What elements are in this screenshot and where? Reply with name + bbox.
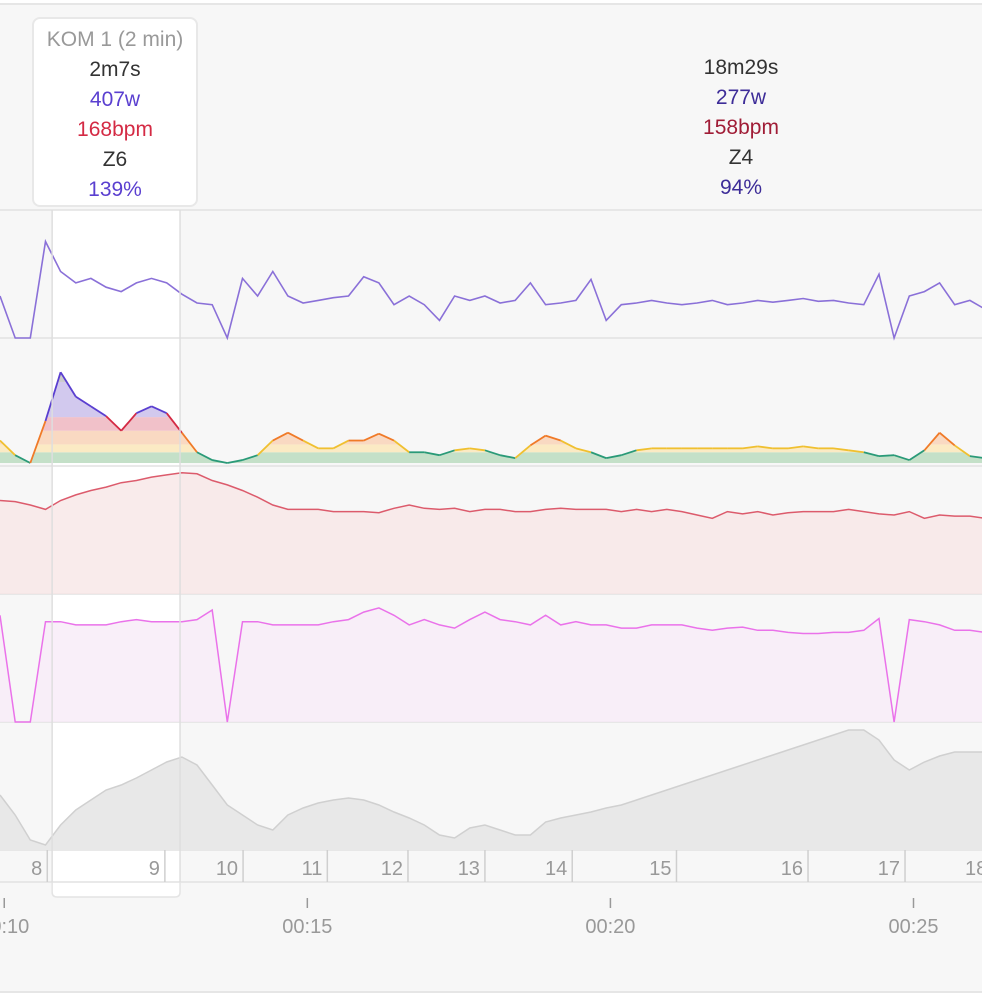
summary-zone: Z4	[728, 146, 754, 169]
zone-line-segment	[893, 454, 910, 461]
power-line	[0, 238, 982, 341]
selection-stats-box: KOM 1 (2 min) 2m7s 407w 168bpm Z6 139%	[32, 17, 198, 207]
distance-tick-label: 13	[458, 858, 480, 880]
distance-tick-label: 10	[216, 858, 238, 880]
zone-line-segment	[863, 451, 880, 458]
zone-line-segment	[181, 432, 198, 453]
distance-tick-label: 11	[302, 858, 323, 880]
selection-title: KOM 1 (2 min)	[46, 28, 184, 51]
zone-line-segment	[923, 432, 941, 451]
time-tick-label: 00:10	[0, 916, 29, 938]
distance-tick-label: 18	[965, 858, 982, 880]
zone-line-segment	[424, 451, 440, 457]
distance-tick-label: 12	[381, 858, 403, 880]
summary-ftp-percent: 94%	[719, 176, 763, 199]
zone-line-segment	[378, 432, 395, 442]
zone-line-segment	[90, 405, 107, 417]
selection-duration: 2m7s	[89, 58, 141, 81]
selection-heartrate: 168bpm	[77, 118, 153, 141]
zone-line-segment	[75, 395, 92, 408]
zone-line-segment	[136, 405, 152, 415]
zone-line-segment	[227, 459, 243, 464]
zone-line-segment	[363, 432, 380, 442]
zone-band-z1	[0, 452, 982, 463]
selection-zone: Z6	[102, 148, 128, 171]
summary-duration: 18m29s	[703, 56, 779, 79]
zone-line-segment	[878, 454, 895, 458]
zone-line-segment	[636, 447, 652, 452]
zone-line-segment	[560, 439, 577, 450]
altitude-line	[0, 729, 982, 846]
zone-line-segment	[954, 444, 971, 457]
selection-power: 407w	[89, 88, 141, 111]
summary-power: 277w	[715, 86, 767, 109]
zone-line-segment	[529, 434, 547, 447]
zone-line-segment	[302, 439, 319, 450]
zone-line-segment	[272, 431, 289, 442]
zone-line-segment	[908, 449, 925, 461]
zone-line-segment	[256, 439, 274, 456]
zone-line-segment	[606, 454, 622, 460]
heartrate-area	[0, 472, 982, 594]
heartrate-line	[0, 471, 982, 520]
zone-line-segment	[848, 449, 864, 454]
zone-line-segment	[14, 454, 31, 464]
zone-line-segment	[393, 439, 410, 453]
zone-line-segment	[621, 449, 637, 457]
distance-tick-label: 9	[149, 858, 160, 880]
summary-stats: 18m29s 277w 158bpm Z4 94%	[661, 53, 821, 203]
zone-line-segment	[969, 455, 982, 459]
time-tick-label: 00:20	[585, 916, 635, 938]
time-tick-label: 00:15	[282, 916, 332, 938]
zone-line-segment	[938, 432, 956, 447]
zone-line-segment	[742, 445, 758, 450]
zone-line-segment	[803, 445, 819, 450]
selection-ftp-percent: 139%	[88, 178, 142, 201]
zone-line-segment	[454, 447, 470, 452]
zone-line-segment	[575, 447, 592, 454]
cadence-line	[0, 607, 982, 723]
altitude-area	[0, 730, 982, 850]
zone-band-z4	[0, 417, 982, 431]
zone-band-z3	[0, 430, 982, 445]
zone-line-segment	[545, 434, 561, 442]
zone-line-segment	[59, 371, 77, 398]
zone-line-segment	[833, 447, 849, 452]
zone-line-segment	[484, 449, 501, 457]
zone-line-segment	[44, 371, 62, 422]
time-tick-label: 00:25	[888, 916, 938, 938]
zone-line-segment	[105, 415, 122, 432]
distance-tick-label: 14	[545, 858, 567, 880]
cadence-area	[0, 607, 982, 722]
distance-tick-label: 8	[31, 858, 42, 880]
zone-line-segment	[469, 447, 486, 452]
zone-line-segment	[120, 412, 138, 432]
zone-line-segment	[29, 420, 47, 464]
distance-tick-label: 16	[781, 858, 803, 880]
zone-line-segment	[514, 444, 531, 459]
zone-line-segment	[196, 451, 213, 461]
zone-line-segment	[211, 459, 228, 464]
zone-line-segment	[151, 405, 168, 415]
selection-handle[interactable]	[51, 882, 181, 898]
zone-line-segment	[787, 445, 804, 450]
zone-line-segment	[439, 449, 455, 457]
zone-line-segment	[287, 431, 304, 442]
zone-line-segment	[590, 451, 607, 459]
distance-tick-label: 15	[649, 858, 671, 880]
zone-line-segment	[242, 454, 258, 461]
zone-line-segment	[332, 439, 349, 450]
summary-heartrate: 158bpm	[703, 116, 779, 139]
zone-line-segment	[757, 445, 773, 450]
zone-line-segment	[0, 439, 16, 456]
distance-tick-label: 17	[878, 858, 900, 880]
zone-line-segment	[499, 454, 516, 460]
